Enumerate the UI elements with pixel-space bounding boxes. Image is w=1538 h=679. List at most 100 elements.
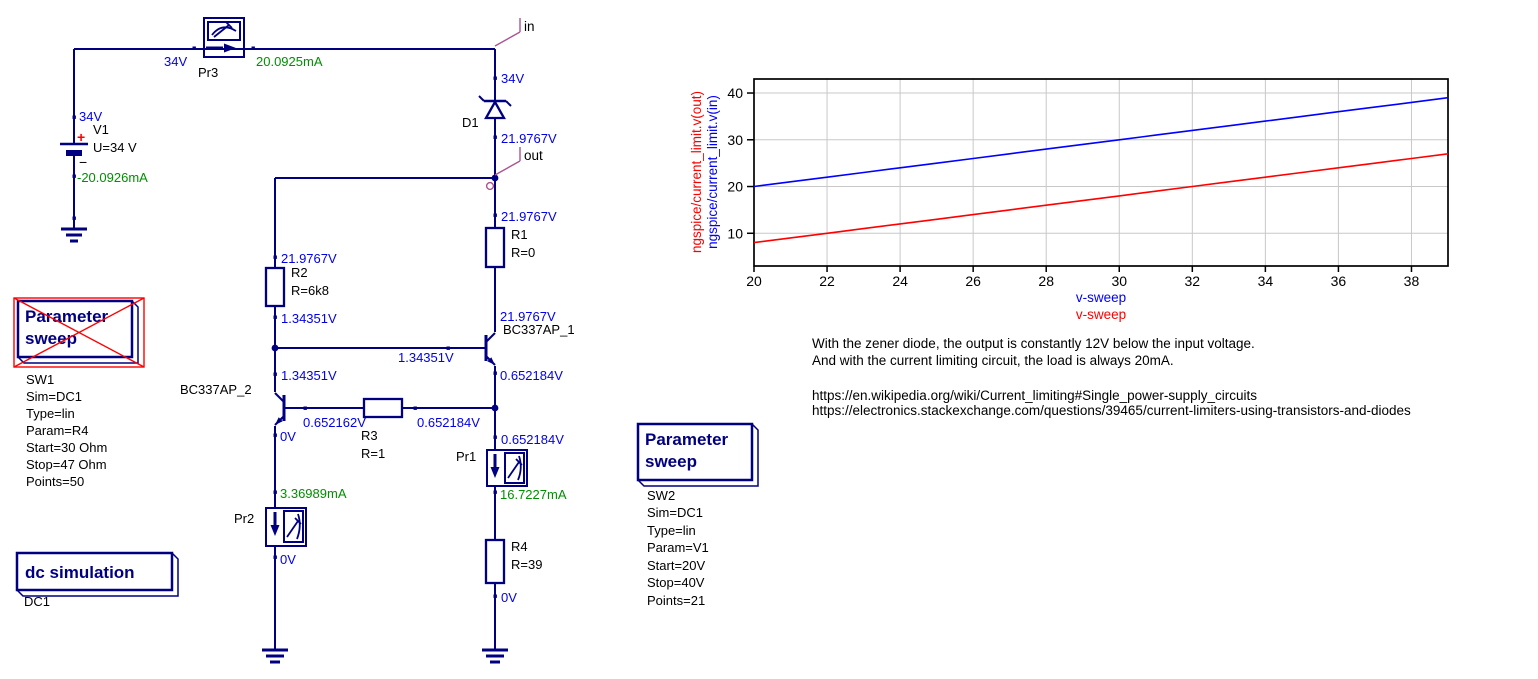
sw2-prop-start: Start=20V	[647, 558, 706, 573]
r4-bottom-voltage-label: 0V	[501, 590, 517, 605]
series-ngspice/current_limit.v(in)	[753, 96, 1449, 188]
r2-name-label: R2	[291, 265, 308, 280]
meter-arc-icon	[296, 513, 301, 540]
series-ngspice/current_limit.v(out)	[753, 153, 1449, 244]
y-tick-label: 10	[727, 225, 743, 241]
node-in-text: in	[524, 19, 535, 34]
r3-value-label: R=1	[361, 446, 385, 461]
r2-bottom-voltage-label: 1.34351V	[281, 311, 337, 326]
r1-resistor[interactable]: R1 R=0	[484, 226, 535, 269]
ground-v1[interactable]	[61, 227, 87, 243]
y-tick-label: 40	[727, 85, 743, 101]
dc-simulation-block[interactable]: dc simulation DC1	[15, 551, 179, 609]
sw2-title-line2: sweep	[645, 452, 697, 471]
sw2-title-line1: Parameter	[645, 430, 729, 449]
r4-resistor[interactable]: R4 R=39	[484, 538, 542, 585]
q1-collector-lead	[485, 332, 496, 343]
v1-node-voltage-label: 34V	[79, 109, 102, 124]
zener-triangle	[484, 99, 506, 120]
r3-resistor[interactable]: R3 R=1	[361, 397, 404, 461]
junction-out	[491, 174, 499, 182]
sw1-prop-sim: Sim=DC1	[26, 389, 82, 404]
sw2-box	[636, 422, 754, 482]
node-out-ring	[485, 181, 495, 191]
sw1-title-line1: Parameter	[25, 307, 109, 326]
pr1-outer-box	[486, 449, 528, 487]
sw2-prop-points: Points=21	[647, 593, 705, 608]
pr1-ammeter[interactable]: Pr1	[456, 449, 528, 487]
sw2-prop-sim: Sim=DC1	[647, 505, 703, 520]
sw2-prop-type: Type=lin	[647, 523, 696, 538]
pr3-node-voltage-label: 34V	[164, 54, 187, 69]
sw2-parameter-sweep[interactable]: Parameter sweep SW2 Sim=DC1 Type=lin Par…	[636, 422, 759, 608]
zener-wings	[478, 95, 512, 107]
ground-left[interactable]	[262, 648, 288, 664]
r3-right-voltage-label: 0.652184V	[417, 415, 480, 430]
sw1-prop-start: Start=30 Ohm	[26, 440, 107, 455]
q1-emitter-voltage-label: 0.652184V	[500, 368, 563, 383]
d1-zener-diode[interactable]: D1	[462, 95, 512, 130]
chart-plot-area: 20 22 24 26 28 30 32 34 36 38 10 20 30 40	[727, 78, 1449, 289]
dc-box	[15, 551, 174, 592]
q2-npn-transistor[interactable]: BC337AP_2	[180, 382, 286, 426]
note-link-wikipedia: https://en.wikipedia.org/wiki/Current_li…	[812, 388, 1257, 403]
r4-name-label: R4	[511, 539, 528, 554]
junction-base-left	[271, 344, 279, 352]
pr2-outer-box	[265, 507, 307, 547]
sw1-prop-stop: Stop=47 Ohm	[26, 457, 107, 472]
sw2-box-shadow	[637, 423, 759, 487]
node-out-marker	[494, 147, 521, 176]
sw1-title-line2: sweep	[25, 329, 77, 348]
x-axis-label-blue: v-sweep	[1076, 290, 1126, 305]
v1-minus-sign: −	[79, 154, 87, 170]
q1-npn-transistor[interactable]: BC337AP_1	[484, 322, 575, 366]
meter-arc-icon	[211, 26, 237, 36]
annotation-text: With the zener diode, the output is cons…	[812, 336, 1411, 418]
pr1-arrow-head	[490, 467, 500, 478]
pr2-ammeter[interactable]: Pr2	[234, 507, 307, 547]
y-axis-label-vin: ngspice/current_limit.v(in)	[705, 95, 720, 249]
x-tick-label: 32	[1185, 273, 1201, 289]
r1-body	[484, 226, 506, 269]
pr2-current-label: 3.36989mA	[280, 486, 347, 501]
pr2-bottom-voltage-label: 0V	[280, 552, 296, 567]
r2-top-voltage-label: 21.9767V	[281, 251, 337, 266]
cartesian-diagram[interactable]: 20 22 24 26 28 30 32 34 36 38 10 20 30 40 ngspice/cur…	[689, 78, 1449, 322]
note-line-2: And with the current limiting circuit, t…	[812, 353, 1174, 368]
junction-dots	[271, 174, 499, 412]
pr3-name-label: Pr3	[198, 65, 218, 80]
r2-value-label: R=6k8	[291, 283, 329, 298]
sw1-box-shadow	[17, 300, 139, 364]
pr3-ammeter[interactable]: Pr3	[198, 17, 245, 80]
r2-resistor[interactable]: R2 R=6k8	[264, 265, 329, 308]
sw1-prop-type: Type=lin	[26, 406, 75, 421]
d1-name-label: D1	[462, 115, 479, 130]
pr3-current-label: 20.0925mA	[256, 54, 323, 69]
node-label-out[interactable]: out	[485, 147, 543, 191]
sw1-parameter-sweep[interactable]: Parameter sweep SW1 Sim=DC1 Type=lin Par…	[13, 297, 145, 489]
x-tick-label: 34	[1258, 273, 1274, 289]
q2-name-label: BC337AP_2	[180, 382, 252, 397]
pr2-arrow-head	[270, 525, 280, 536]
ground-right[interactable]	[482, 648, 508, 664]
q1-name-label: BC337AP_1	[503, 322, 575, 337]
r2-body	[264, 266, 286, 308]
node-label-in[interactable]: in	[494, 18, 535, 47]
y-tick-label: 30	[727, 132, 743, 148]
pr3-arrow-head	[224, 43, 236, 53]
v1-value-label: U=34 V	[93, 140, 137, 155]
pr1-current-label: 16.7227mA	[500, 487, 567, 502]
v1-voltage-source[interactable]: + − V1 U=34 V	[60, 122, 137, 170]
dc-title: dc simulation	[25, 563, 135, 582]
dc-name: DC1	[24, 594, 50, 609]
sw2-prop-stop: Stop=40V	[647, 575, 705, 590]
r3-name-label: R3	[361, 428, 378, 443]
pr3-outer-box	[203, 17, 245, 58]
sw1-disabled-cross	[13, 297, 145, 368]
x-tick-label: 24	[892, 273, 908, 289]
x-axis-label-red: v-sweep	[1076, 307, 1126, 322]
x-tick-label: 28	[1038, 273, 1054, 289]
sw1-prop-param: Param=R4	[26, 423, 89, 438]
meter-arc-icon	[517, 455, 522, 481]
